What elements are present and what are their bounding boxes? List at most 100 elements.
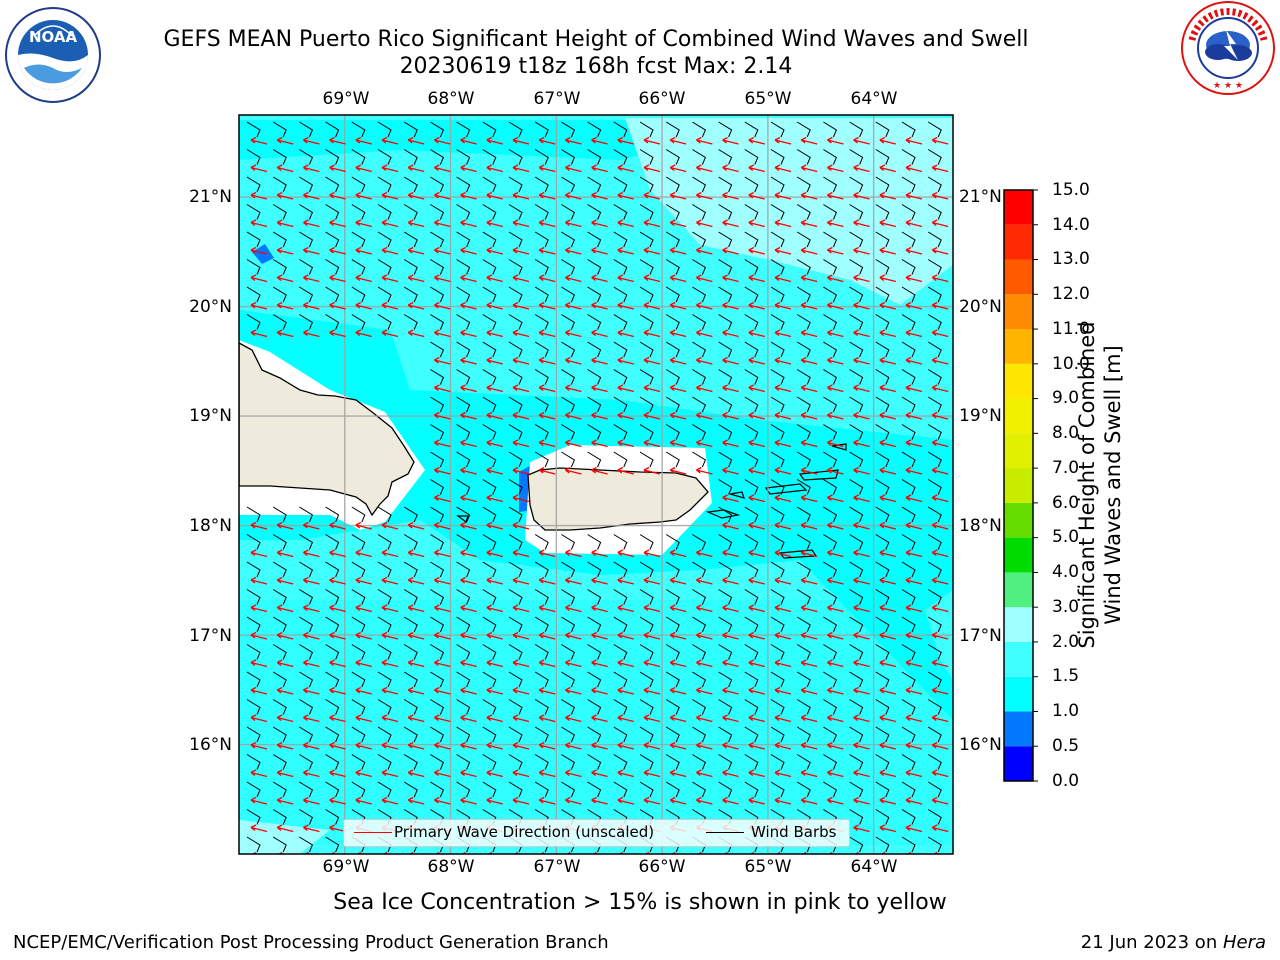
wave-direction-arrow bbox=[407, 576, 425, 585]
wave-direction-arrow bbox=[512, 191, 530, 200]
wave-direction-arrow bbox=[722, 329, 739, 338]
wave-direction-arrow bbox=[381, 521, 399, 530]
wave-direction-arrow bbox=[565, 136, 582, 145]
wave-direction-arrow bbox=[931, 576, 949, 585]
wind-barb bbox=[613, 121, 628, 138]
wind-barb bbox=[744, 314, 759, 330]
wind-barb bbox=[796, 534, 811, 550]
wave-direction-arrow bbox=[669, 604, 687, 613]
wind-barb bbox=[587, 561, 602, 578]
noaa-wordmark: NOAA bbox=[29, 28, 78, 46]
wave-direction-arrow bbox=[381, 604, 399, 613]
wind-barb bbox=[377, 286, 392, 303]
wind-barb bbox=[351, 176, 366, 193]
wave-direction-arrow bbox=[591, 274, 608, 283]
wave-direction-arrow bbox=[931, 384, 949, 393]
wave-direction-legend-label: Primary Wave Direction (unscaled) bbox=[394, 823, 655, 841]
wind-barb bbox=[325, 781, 340, 798]
wind-barb bbox=[875, 836, 890, 853]
wave-direction-arrow bbox=[853, 631, 870, 640]
wave-direction-arrow bbox=[407, 329, 425, 338]
wave-direction-arrow bbox=[565, 219, 582, 228]
wave-direction-arrow bbox=[879, 356, 896, 365]
wave-direction-arrow bbox=[617, 329, 634, 338]
wind-barb bbox=[430, 726, 445, 743]
wave-direction-arrow bbox=[591, 604, 608, 613]
colorbar-bin bbox=[1004, 468, 1033, 503]
wind-barb bbox=[482, 314, 497, 330]
wave-direction-arrow bbox=[827, 329, 844, 338]
wind-barb bbox=[299, 589, 314, 605]
wave-direction-arrow bbox=[434, 659, 451, 668]
wind-barb bbox=[587, 451, 602, 468]
wave-direction-arrow bbox=[879, 604, 896, 613]
wind-barb bbox=[901, 616, 916, 633]
wave-direction-arrow bbox=[381, 246, 399, 255]
wind-barb bbox=[639, 204, 654, 220]
wind-barb bbox=[823, 699, 838, 715]
wind-barb bbox=[430, 121, 445, 138]
wave-direction-arrow bbox=[931, 191, 949, 200]
wind-barb bbox=[246, 671, 261, 688]
wind-barb bbox=[613, 699, 628, 715]
wind-barb bbox=[927, 754, 942, 770]
wind-barb bbox=[875, 616, 890, 633]
wind-barb bbox=[613, 616, 628, 633]
wave-direction-arrow bbox=[748, 769, 765, 778]
wave-direction-arrow bbox=[250, 549, 268, 558]
wind-barb bbox=[692, 754, 707, 770]
wind-barb bbox=[718, 121, 733, 138]
wind-barb bbox=[718, 781, 733, 798]
wind-barb bbox=[299, 644, 314, 660]
wave-direction-arrow bbox=[879, 769, 896, 778]
wind-barb bbox=[299, 204, 314, 220]
wind-barb bbox=[325, 644, 340, 660]
wind-barb bbox=[927, 836, 942, 853]
wind-barb bbox=[299, 149, 314, 165]
wind-barb bbox=[796, 121, 811, 138]
wave-direction-arrow bbox=[853, 246, 870, 255]
lon-label-top: 65°W bbox=[744, 89, 792, 109]
wind-barb bbox=[561, 589, 576, 605]
wave-direction-arrow bbox=[355, 659, 372, 668]
wave-direction-arrow bbox=[696, 631, 713, 640]
wind-barb bbox=[377, 726, 392, 743]
wind-barb bbox=[770, 561, 785, 578]
wind-barb bbox=[692, 589, 707, 605]
wind-barb bbox=[718, 451, 733, 468]
wave-direction-arrow bbox=[617, 191, 634, 200]
wave-direction-arrow bbox=[565, 604, 582, 613]
lon-label-bottom: 66°W bbox=[638, 857, 686, 877]
wind-barb bbox=[770, 534, 785, 550]
wind-barb bbox=[246, 259, 261, 275]
wave-direction-arrow bbox=[722, 191, 739, 200]
wind-barb bbox=[665, 726, 680, 743]
map-subtitle: 20230619 t18z 168h fcst Max: 2.14 bbox=[399, 54, 793, 79]
wind-barb bbox=[587, 204, 602, 220]
wind-barb bbox=[927, 699, 942, 715]
wind-barb bbox=[718, 424, 733, 440]
wind-barb bbox=[587, 424, 602, 440]
wind-barb bbox=[613, 451, 628, 468]
wind-barb bbox=[665, 259, 680, 275]
lat-label-left: 21°N bbox=[189, 187, 232, 207]
wave-direction-arrow bbox=[565, 301, 582, 310]
wave-direction-arrow bbox=[853, 714, 870, 723]
wind-barb bbox=[718, 616, 733, 633]
wind-barb bbox=[351, 534, 366, 550]
wind-barb bbox=[272, 809, 287, 825]
wave-direction-arrow bbox=[931, 301, 949, 310]
wind-barb bbox=[246, 644, 261, 660]
wind-barb bbox=[718, 204, 733, 220]
wave-direction-arrow bbox=[669, 741, 687, 750]
wind-barb bbox=[718, 699, 733, 715]
wind-barb bbox=[246, 809, 261, 825]
wind-barb bbox=[430, 176, 445, 193]
wave-direction-arrow bbox=[276, 274, 294, 283]
wave-direction-arrow bbox=[250, 274, 268, 283]
wave-direction-arrow bbox=[827, 631, 844, 640]
wind-barb bbox=[325, 589, 340, 605]
wave-direction-arrow bbox=[748, 274, 765, 283]
wave-direction-arrow bbox=[434, 274, 451, 283]
wind-barb bbox=[796, 176, 811, 193]
